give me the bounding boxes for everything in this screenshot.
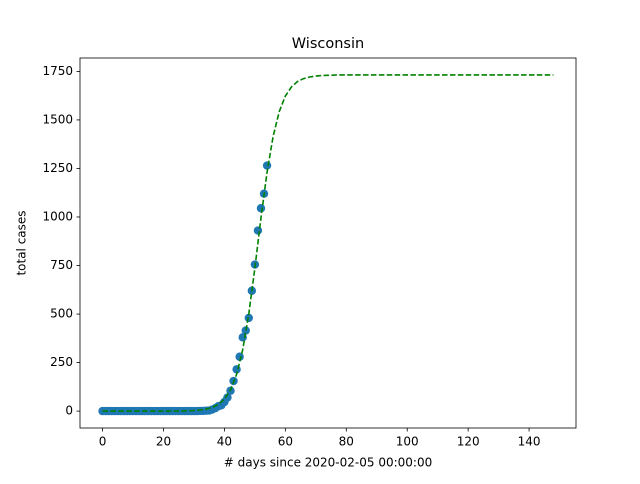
x-tick-label: 140 [518,435,541,449]
fit-line [102,74,554,412]
x-tick-label: 100 [396,435,419,449]
x-tick-label: 40 [217,435,232,449]
data-point [241,326,250,335]
x-tick-label: 120 [457,435,480,449]
data-point [256,204,266,213]
y-tick-label: 1750 [42,64,73,78]
y-tick-label: 500 [50,307,73,321]
x-axis-label: # days since 2020-02-05 00:00:00 [224,456,432,470]
x-tick-label: 60 [278,435,293,449]
data-point [235,352,244,361]
y-tick-label: 1250 [42,161,73,175]
plot-frame [79,57,577,429]
data-point [253,226,263,235]
chart-title: Wisconsin [292,36,364,52]
y-tick-label: 250 [50,355,73,369]
y-tick-label: 1500 [42,112,73,126]
y-tick-label: 0 [65,404,73,418]
x-tick-label: 20 [156,435,171,449]
data-point [223,393,232,402]
x-tick-label: 0 [99,435,107,449]
x-tick-label: 80 [339,435,354,449]
y-tick-label: 750 [50,258,73,272]
y-axis-label: total cases [15,210,29,275]
y-tick-label: 1000 [42,209,73,223]
